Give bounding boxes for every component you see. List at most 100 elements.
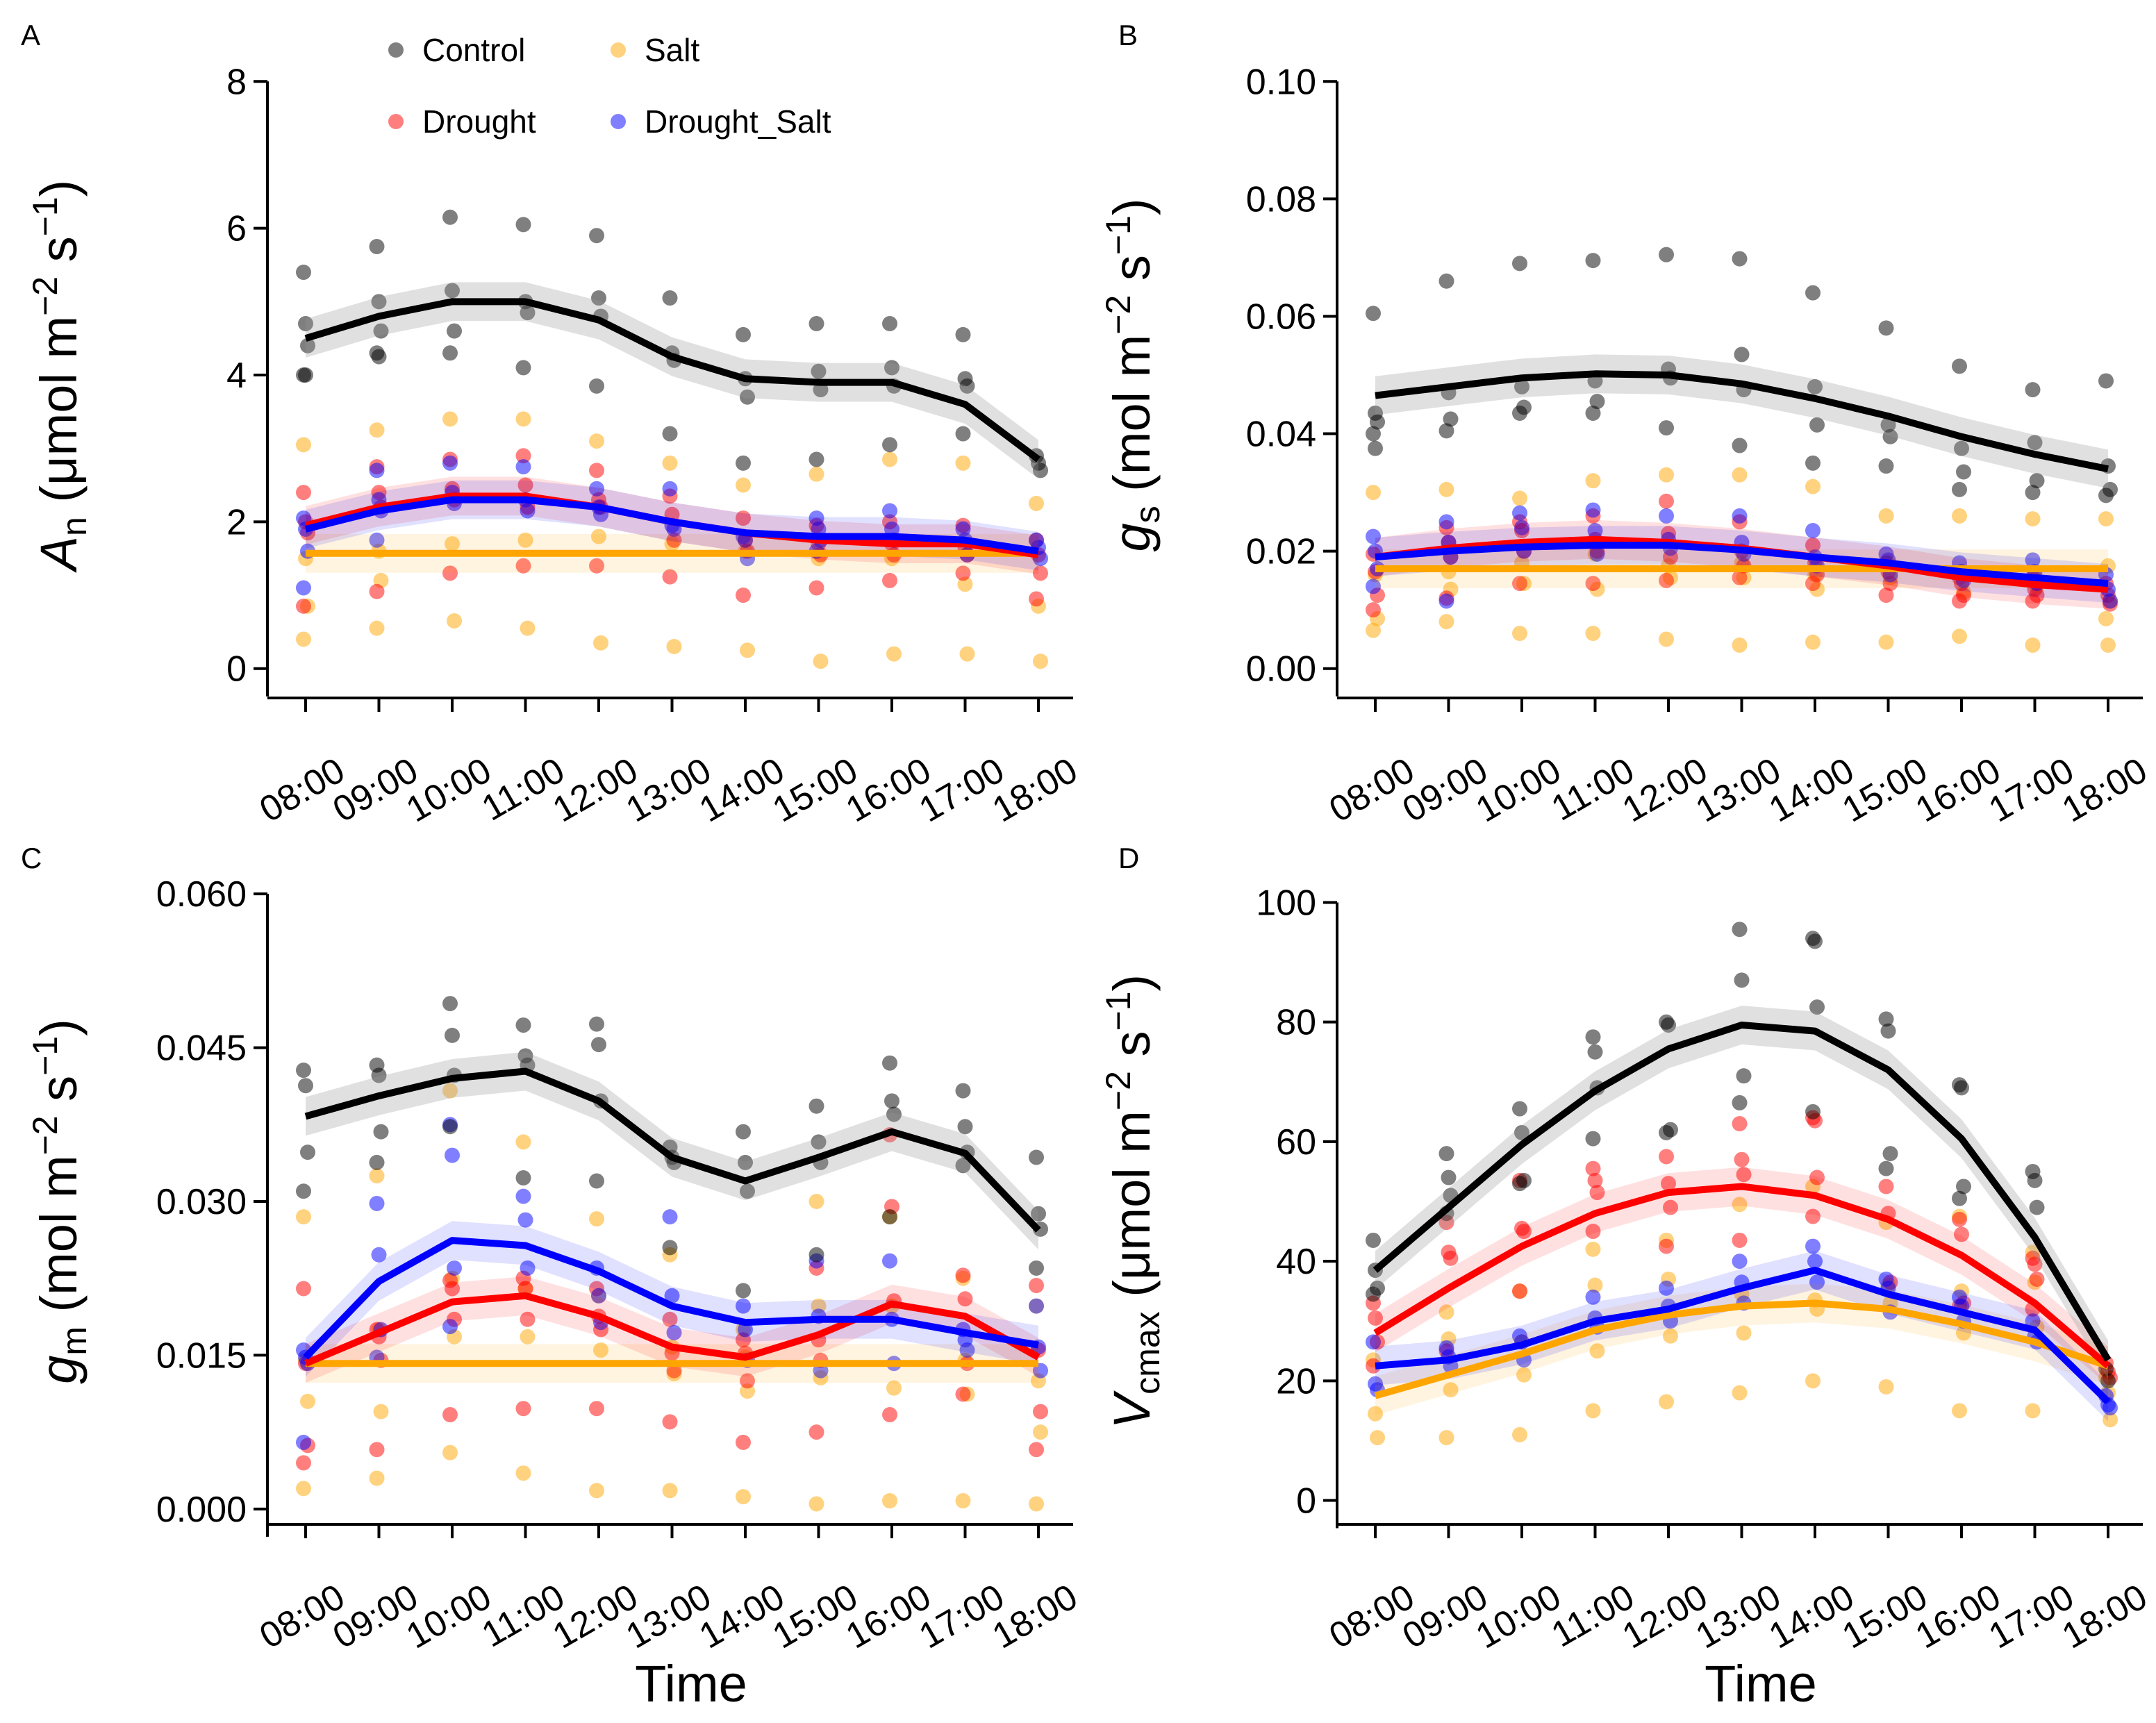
point-salt [955, 455, 971, 471]
point-control [1880, 417, 1896, 433]
point-control [442, 209, 458, 225]
point-salt [369, 1470, 385, 1486]
point-drought_salt [369, 463, 385, 478]
line-drought_salt [1375, 542, 2109, 588]
point-drought_salt [1514, 519, 1529, 535]
point-drought_salt [1659, 508, 1674, 524]
y-label-unit: (mol m [30, 1155, 88, 1326]
point-drought_salt [369, 1195, 385, 1211]
point-salt [1732, 637, 1748, 653]
point-drought_salt [662, 1209, 678, 1225]
point-salt [515, 1465, 531, 1481]
point-control [589, 228, 604, 244]
point-control [296, 265, 311, 281]
point-drought [1663, 1199, 1678, 1215]
point-drought_salt [515, 459, 531, 475]
point-drought [1585, 1224, 1601, 1240]
point-drought_salt [1512, 505, 1527, 521]
y-label-exponent: −1 [26, 1036, 65, 1076]
y-label-close: ) [1103, 198, 1161, 215]
point-drought [1732, 1232, 1748, 1248]
point-control [1033, 463, 1048, 478]
point-control [1954, 1080, 1969, 1096]
point-salt [1033, 654, 1048, 669]
point-salt [369, 620, 385, 636]
point-control [515, 360, 531, 376]
point-salt [1589, 1343, 1605, 1359]
point-drought_salt [589, 481, 604, 497]
panel-B: B0.000.020.040.060.080.1008:0009:0010:00… [1099, 19, 2154, 830]
y-label-subscript: m [55, 1326, 94, 1356]
y-label-exponent: −1 [26, 197, 65, 236]
point-salt [736, 1489, 751, 1505]
band-drought [306, 1276, 1038, 1383]
point-salt [662, 1483, 678, 1499]
point-drought_salt [1366, 579, 1381, 594]
point-control [808, 451, 824, 467]
point-control [442, 345, 458, 361]
point-control [298, 367, 313, 383]
point-control [662, 290, 678, 306]
point-control [1589, 394, 1605, 410]
point-drought_salt [1366, 1334, 1381, 1350]
point-drought [515, 448, 531, 464]
point-drought [445, 1281, 460, 1297]
point-salt [1952, 508, 1967, 524]
point-control [808, 316, 824, 332]
point-control [1878, 1011, 1894, 1027]
point-drought [1878, 1179, 1894, 1195]
point-salt [955, 1493, 971, 1509]
point-drought [589, 558, 604, 574]
point-control [1956, 1179, 1971, 1195]
point-salt [1585, 1241, 1601, 1257]
line-drought_salt [303, 1237, 1039, 1360]
point-salt [589, 1483, 604, 1499]
y-tick-label: 0.06 [1246, 297, 1316, 337]
point-drought_salt [664, 1288, 680, 1304]
point-salt [517, 532, 533, 548]
point-drought [515, 1401, 531, 1417]
legend-label-drought: Drought [422, 103, 536, 140]
point-control [445, 283, 460, 299]
y-label-unit-s: s [30, 236, 88, 276]
point-control [373, 1124, 389, 1140]
y-tick-label: 0.04 [1246, 415, 1316, 455]
panel-A: A0246808:0009:0010:0011:0012:0013:0014:0… [21, 19, 1084, 830]
y-tick-label: 0.045 [156, 1029, 247, 1069]
point-salt [369, 1168, 385, 1184]
point-control [2027, 1172, 2043, 1188]
point-control [1732, 1094, 1748, 1110]
y-label-close: ) [1103, 974, 1161, 992]
point-control [515, 1017, 531, 1033]
point-salt [1585, 626, 1601, 641]
y-label-unit: (μmol m [1103, 1110, 1161, 1311]
point-drought_salt [2103, 593, 2118, 609]
y-label-subscript: s [1128, 506, 1167, 523]
point-salt [589, 1211, 604, 1227]
point-drought [1585, 576, 1601, 592]
point-drought [2025, 593, 2041, 609]
y-tick-label: 0.02 [1246, 532, 1316, 572]
point-salt [1029, 495, 1044, 511]
legend-label-drought_salt: Drought_Salt [645, 103, 831, 140]
point-control [955, 1083, 971, 1099]
point-salt [2025, 1403, 2041, 1419]
point-salt [1585, 473, 1601, 489]
band-control [306, 1051, 1038, 1250]
y-axis-label: gs (mol m−2 s−1) [1099, 198, 1167, 551]
point-salt [2098, 610, 2114, 626]
point-drought_salt [1732, 1254, 1748, 1270]
point-control [1952, 1190, 1967, 1206]
point-drought [955, 1386, 971, 1402]
point-drought [442, 1407, 458, 1423]
point-salt [1878, 508, 1894, 524]
point-control [740, 1183, 755, 1199]
point-drought [1029, 591, 1044, 607]
y-tick-label: 0.015 [156, 1335, 247, 1376]
point-salt [1659, 631, 1674, 647]
point-drought_salt [2103, 1400, 2118, 1416]
panels: A0246808:0009:0010:0011:0012:0013:0014:0… [21, 19, 2154, 1713]
y-label-symbol: g [30, 1356, 88, 1384]
point-control [736, 326, 751, 342]
